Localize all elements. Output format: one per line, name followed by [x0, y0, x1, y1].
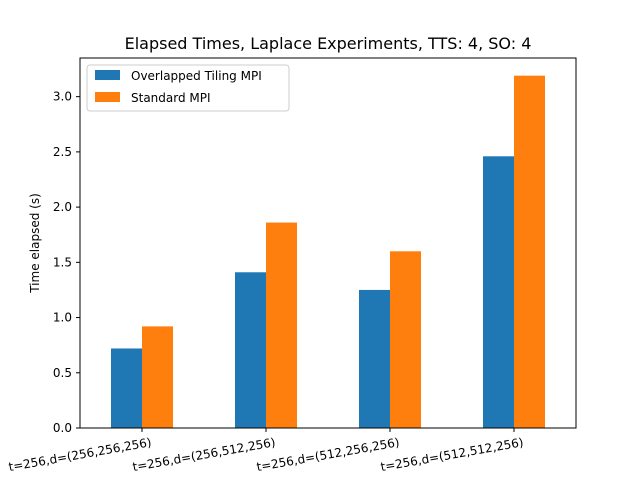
- chart-title: Elapsed Times, Laplace Experiments, TTS:…: [125, 34, 532, 53]
- y-tick-label: 2.5: [53, 145, 72, 159]
- bar-standard-4: [514, 75, 545, 429]
- plot-frame: [79, 57, 577, 429]
- bar-overlapped-4: [483, 156, 514, 428]
- legend-box: [86, 64, 290, 112]
- y-axis-ticks: 0.0 0.5 1.0 1.5 2.0 2.5 3.0: [53, 90, 80, 435]
- y-tick-label: 0.5: [53, 366, 72, 380]
- y-tick-label: 2.0: [53, 200, 72, 214]
- y-axis-label: Time elapsed (s): [28, 193, 42, 294]
- bars: [111, 75, 545, 429]
- legend-label-overlapped: Overlapped Tiling MPI: [131, 69, 262, 83]
- legend-swatch-standard: [95, 92, 120, 102]
- y-tick-label: 3.0: [53, 90, 72, 104]
- bar-standard-2: [266, 222, 297, 428]
- bar-overlapped-3: [359, 289, 390, 428]
- y-tick-label: 1.5: [53, 255, 72, 269]
- bar-overlapped-1: [111, 348, 142, 428]
- bar-standard-1: [142, 326, 173, 428]
- bar-overlapped-2: [235, 272, 266, 428]
- legend-label-standard: Standard MPI: [131, 91, 211, 105]
- y-tick-label: 1.0: [53, 311, 72, 325]
- legend: Overlapped Tiling MPI Standard MPI: [86, 64, 290, 112]
- legend-swatch-overlapped: [95, 70, 120, 80]
- bar-standard-3: [390, 251, 421, 428]
- y-tick-label: 0.0: [53, 421, 72, 435]
